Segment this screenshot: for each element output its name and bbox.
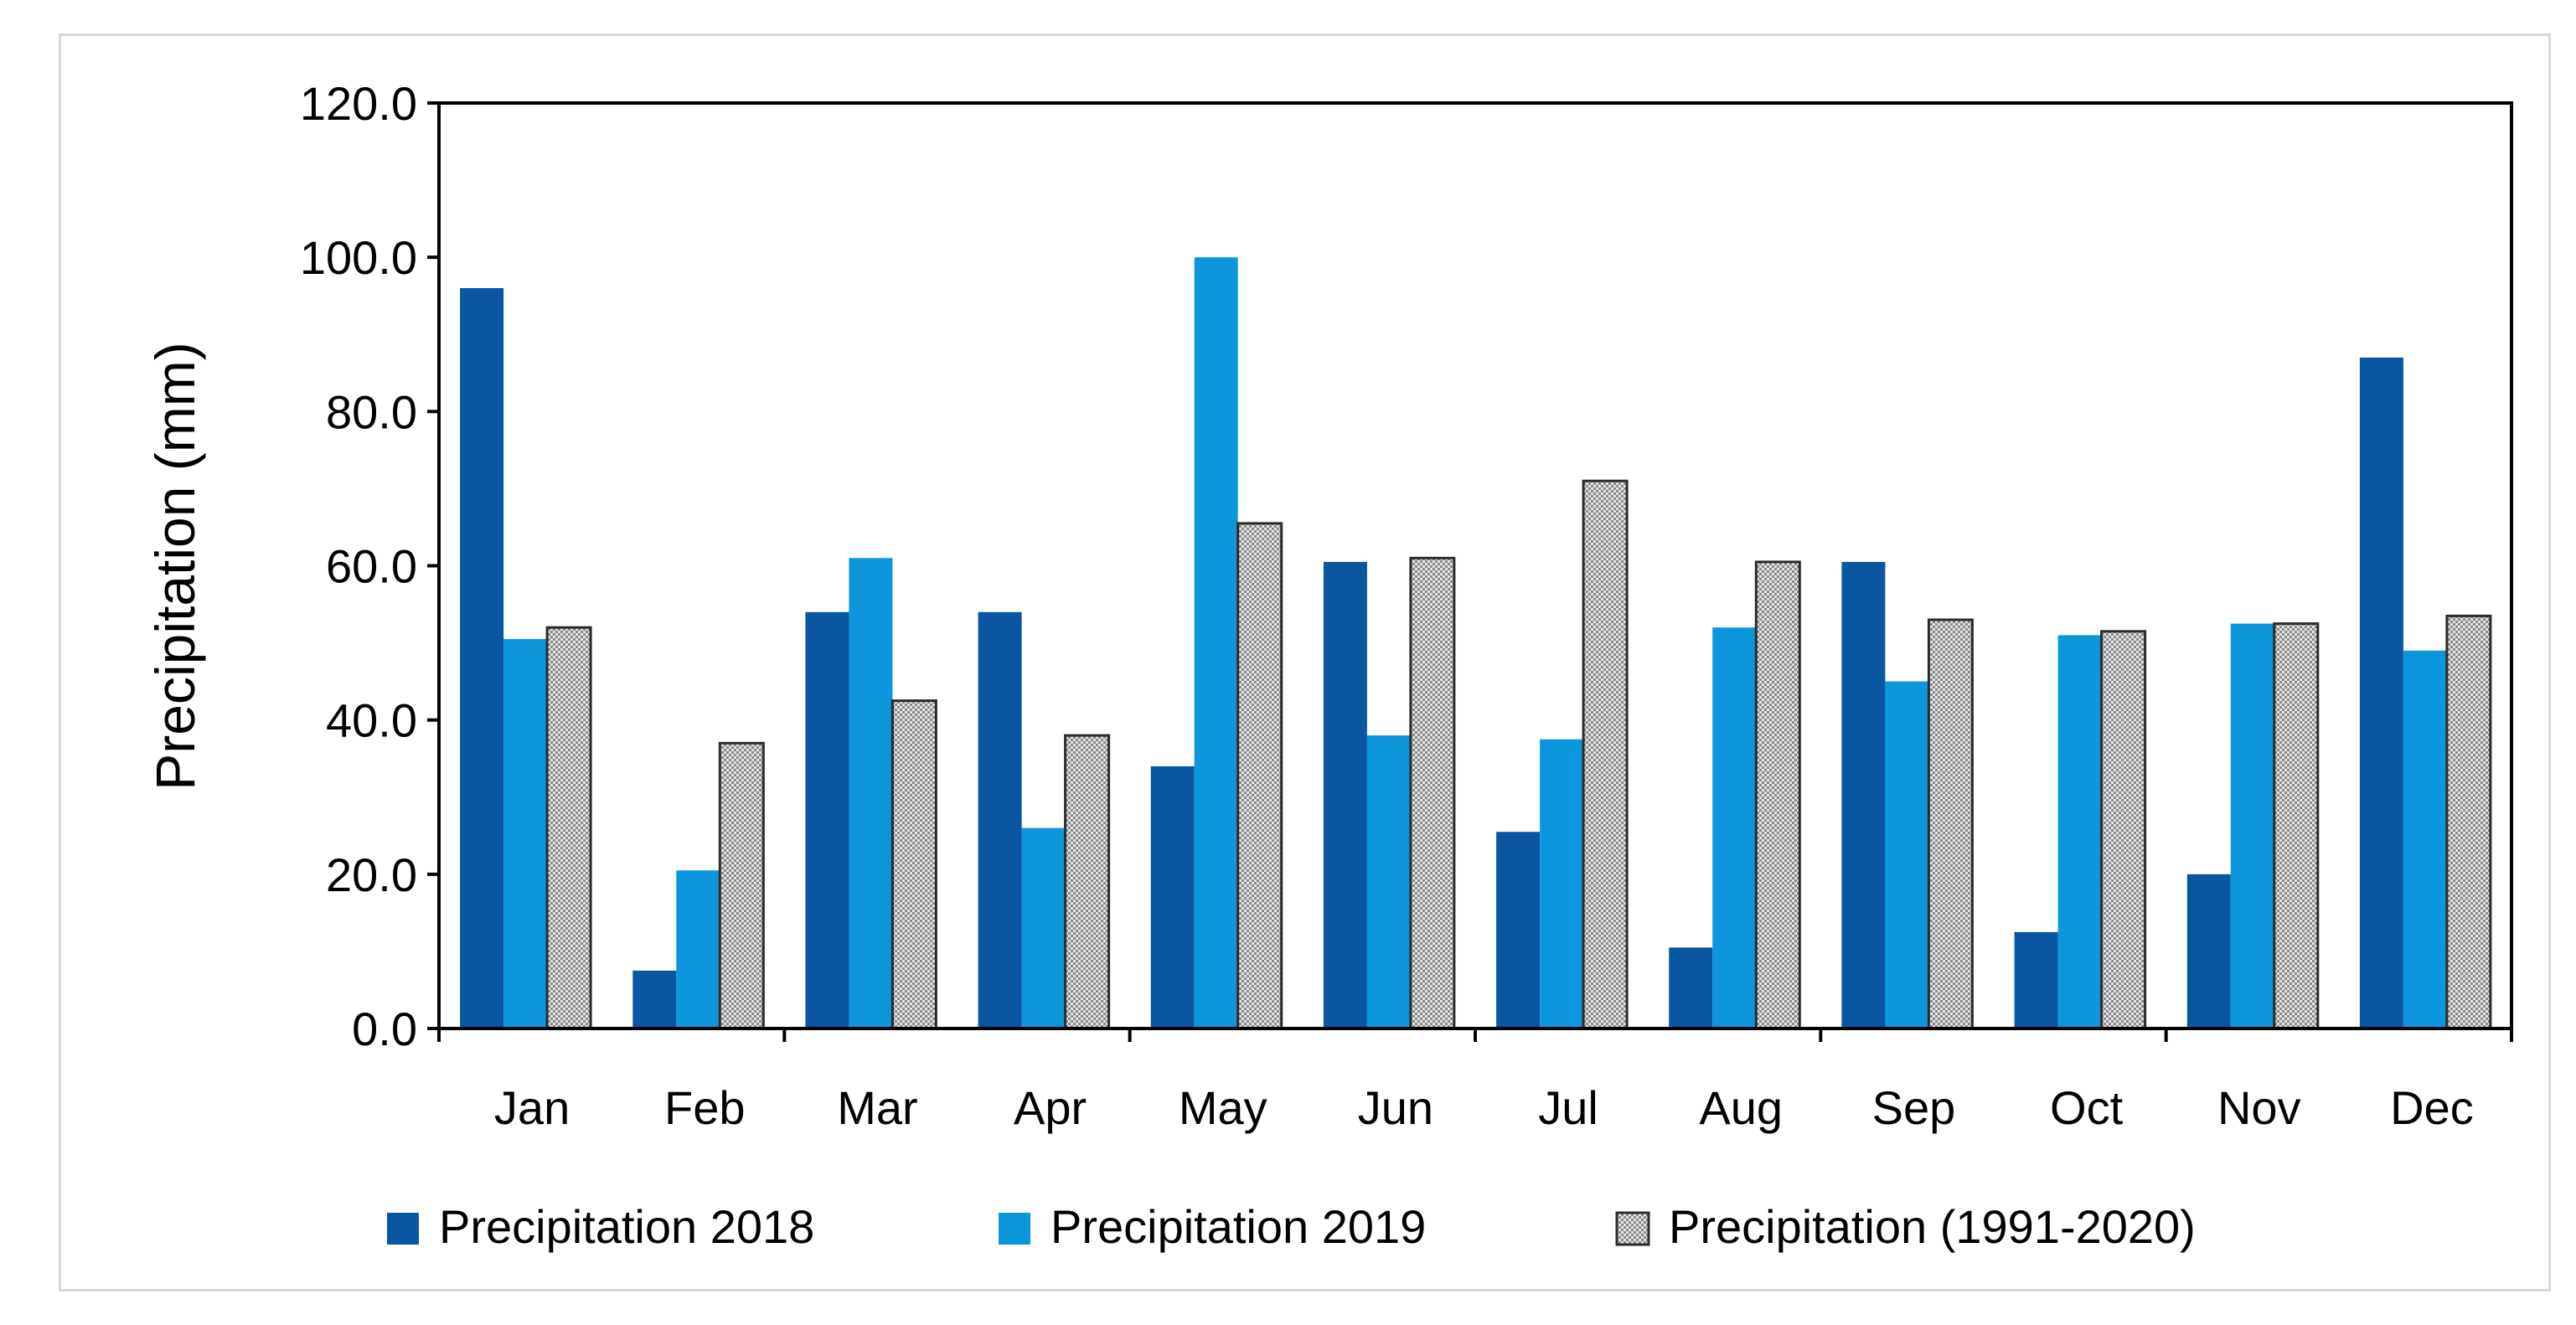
y-tick-label: 40.0 xyxy=(326,694,417,747)
x-tick-label-jul: Jul xyxy=(1538,1081,1598,1134)
bars-layer xyxy=(460,257,2492,1030)
y-tick-label: 100.0 xyxy=(300,231,417,284)
bar-jan-series-1 xyxy=(460,288,504,1029)
bar-sep-series-3 xyxy=(1927,618,1974,1030)
bar-nov-series-2 xyxy=(2230,623,2274,1029)
x-tick-label-feb: Feb xyxy=(664,1081,746,1134)
bar-jan-series-3 xyxy=(545,626,592,1030)
bar-dec-series-1 xyxy=(2359,357,2403,1029)
bar-feb-series-2 xyxy=(676,870,720,1029)
legend-swatch-series-1 xyxy=(387,1213,419,1245)
bar-apr-series-3 xyxy=(1064,734,1111,1030)
bar-feb-series-3 xyxy=(718,741,765,1030)
bar-sep-series-1 xyxy=(1841,561,1886,1029)
bar-jun-series-3 xyxy=(1409,556,1456,1030)
y-tick-label: 20.0 xyxy=(326,848,417,901)
legend-label-series-1: Precipitation 2018 xyxy=(439,1200,814,1253)
bar-jul-series-1 xyxy=(1496,832,1541,1029)
x-tick-label-mar: Mar xyxy=(837,1081,917,1134)
bar-nov-series-3 xyxy=(2273,622,2320,1030)
bar-may-series-1 xyxy=(1150,766,1195,1029)
bar-mar-series-1 xyxy=(805,611,849,1029)
legend-swatch-series-2 xyxy=(999,1213,1030,1245)
bar-apr-series-1 xyxy=(978,611,1022,1029)
x-tick-label-jun: Jun xyxy=(1358,1081,1433,1134)
bar-mar-series-3 xyxy=(891,699,937,1030)
bar-dec-series-2 xyxy=(2403,650,2447,1029)
bar-oct-series-1 xyxy=(2014,931,2058,1029)
bar-oct-series-2 xyxy=(2057,635,2102,1029)
y-axis-title: Precipitation (mm) xyxy=(144,342,206,790)
x-axis: Jan Feb Mar Apr May Jun Jul Aug Sep Oct Nov Dec xyxy=(437,1029,2513,1134)
y-tick-label: 80.0 xyxy=(326,385,417,438)
x-tick-label-jan: Jan xyxy=(494,1081,570,1134)
bar-jul-series-2 xyxy=(1540,739,1584,1029)
legend-label-series-3: Precipitation (1991-2020) xyxy=(1669,1200,2196,1253)
x-tick-label-apr: Apr xyxy=(1014,1081,1087,1134)
x-tick-label-sep: Sep xyxy=(1872,1081,1956,1134)
x-tick-label-may: May xyxy=(1179,1081,1267,1134)
bar-mar-series-2 xyxy=(849,558,893,1029)
bar-may-series-3 xyxy=(1236,522,1283,1030)
legend-label-series-2: Precipitation 2019 xyxy=(1051,1200,1426,1253)
bar-jul-series-3 xyxy=(1582,479,1629,1030)
x-tick-label-nov: Nov xyxy=(2217,1081,2301,1134)
bar-jun-series-2 xyxy=(1366,735,1411,1029)
bar-aug-series-1 xyxy=(1669,947,1713,1029)
y-tick-label: 0.0 xyxy=(352,1003,417,1055)
y-tick-label: 120.0 xyxy=(300,77,417,130)
bar-sep-series-2 xyxy=(1885,681,1929,1029)
bar-oct-series-3 xyxy=(2100,630,2147,1030)
bar-aug-series-2 xyxy=(1712,627,1757,1029)
legend: Precipitation 2018 Precipitation 2019 Prec… xyxy=(387,1200,2196,1253)
bar-aug-series-3 xyxy=(1754,560,1801,1030)
y-tick-label: 60.0 xyxy=(326,540,417,593)
bar-nov-series-1 xyxy=(2186,874,2231,1029)
bar-dec-series-3 xyxy=(2445,614,2492,1030)
bar-feb-series-1 xyxy=(632,970,677,1029)
bar-jan-series-2 xyxy=(503,639,548,1029)
x-tick-label-oct: Oct xyxy=(2050,1081,2124,1134)
bar-apr-series-2 xyxy=(1021,827,1066,1029)
legend-swatch-series-3 xyxy=(1615,1211,1650,1246)
bar-jun-series-1 xyxy=(1323,561,1367,1029)
y-axis: 0.0 20.0 40.0 60.0 80.0 100.0 120.0 xyxy=(300,77,439,1055)
bar-may-series-2 xyxy=(1194,257,1238,1029)
x-tick-label-dec: Dec xyxy=(2390,1081,2474,1134)
x-tick-label-aug: Aug xyxy=(1699,1081,1783,1134)
